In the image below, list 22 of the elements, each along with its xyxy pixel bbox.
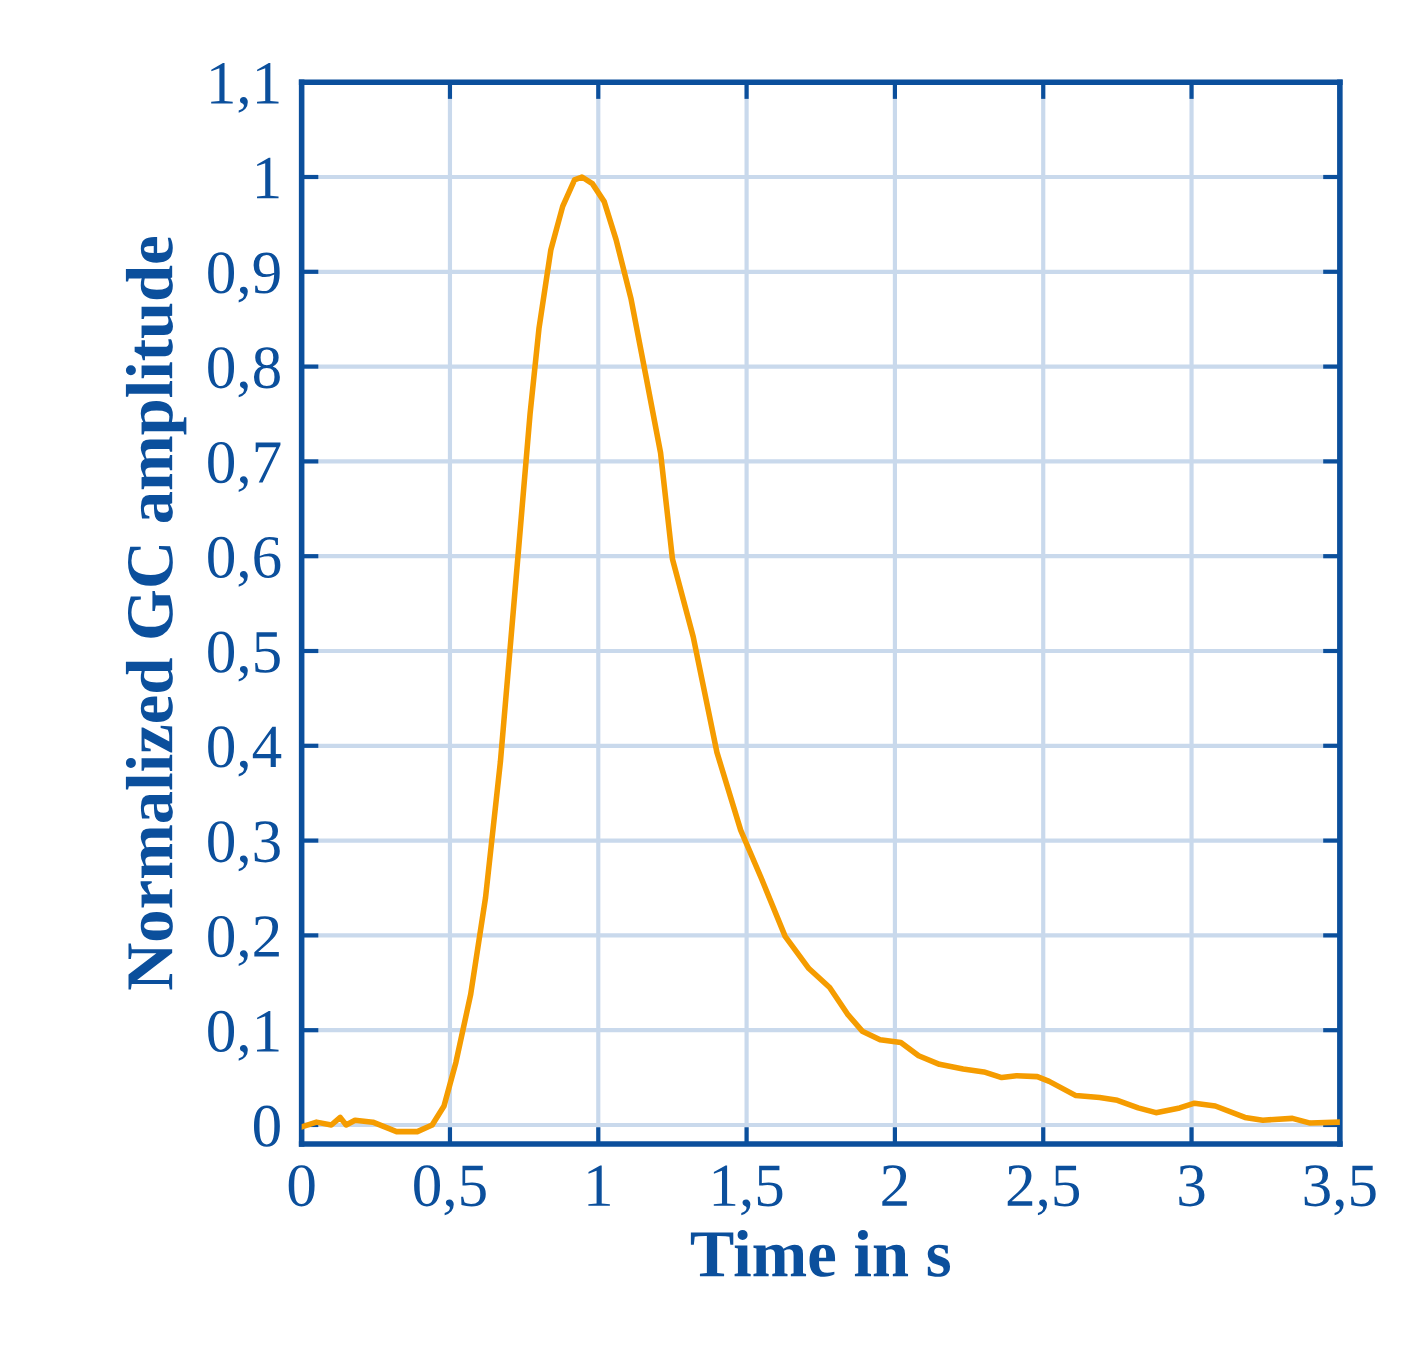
x-tick-label: 3,5 xyxy=(1304,1165,1376,1216)
y-tick-label: 0,1 xyxy=(208,1010,279,1061)
y-axis-title: Normalized GC amplitude xyxy=(125,237,187,990)
y-tick-label: 0,6 xyxy=(208,536,281,587)
y-tick-label: 1 xyxy=(257,157,279,199)
y-tick-label: 0 xyxy=(253,1105,280,1147)
y-tick-label: 0,8 xyxy=(208,347,280,398)
y-tick-label: 1,1 xyxy=(211,63,279,113)
x-axis-title: Time in s xyxy=(690,1229,951,1277)
y-tick-label: 0,9 xyxy=(208,252,280,303)
x-tick-label: 3 xyxy=(1179,1165,1205,1207)
y-tick-label: 0,2 xyxy=(208,915,279,966)
y-tick-label: 0,4 xyxy=(208,726,282,777)
y-tick-label: 0,7 xyxy=(208,441,281,492)
y-tick-label: 0,3 xyxy=(208,821,280,872)
x-tick-label: 0 xyxy=(288,1165,315,1207)
x-tick-label: 2 xyxy=(882,1165,907,1206)
y-tick-label: 0,5 xyxy=(208,631,280,682)
x-tick-label: 1 xyxy=(588,1165,610,1206)
x-tick-label: 0,5 xyxy=(414,1165,486,1216)
x-tick-label: 2,5 xyxy=(1007,1165,1080,1216)
x-tick-label: 1,5 xyxy=(713,1165,783,1216)
